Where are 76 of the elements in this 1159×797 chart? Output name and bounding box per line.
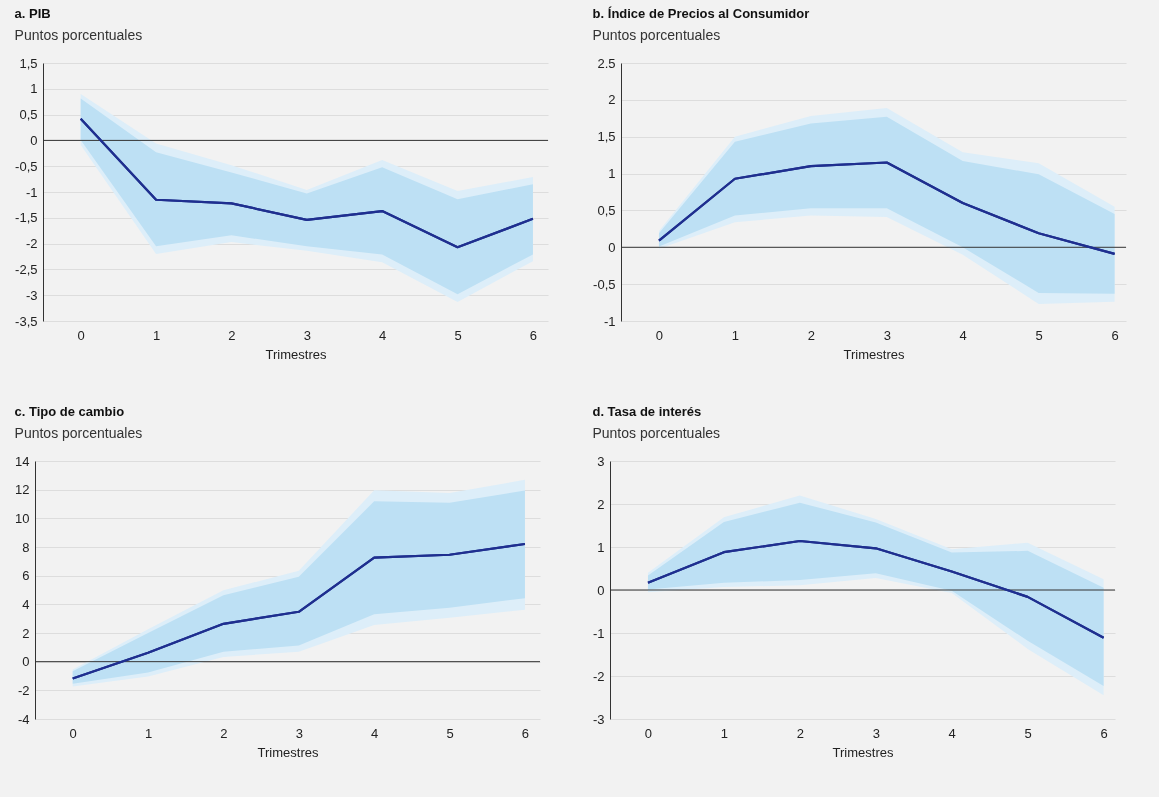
x-tick-label: 1	[152, 327, 161, 343]
y-tick-label: 12	[15, 482, 30, 498]
y-tick-label: 2	[597, 496, 605, 512]
y-tick-label: 8	[22, 539, 30, 555]
chart-title: d. Tasa de interés	[592, 404, 702, 419]
y-tick-label: 0	[30, 132, 38, 148]
x-tick-label: 5	[446, 725, 454, 741]
y-tick-label: 1	[30, 81, 38, 97]
x-tick-label: 4	[379, 327, 387, 343]
x-tick-label: 0	[644, 725, 653, 741]
y-tick-label: -3	[25, 287, 38, 303]
y-tick-label: 1	[608, 166, 616, 182]
y-axis-title: Puntos porcentuales	[14, 27, 143, 43]
x-tick-label: 2	[220, 725, 228, 741]
y-tick-label: 1,5	[597, 129, 616, 145]
x-tick-label: 3	[295, 725, 303, 741]
x-axis-title: Trimestres	[265, 346, 327, 362]
y-tick-label: -4	[17, 711, 30, 727]
x-tick-label: 3	[872, 725, 880, 741]
y-axis-title: Puntos porcentuales	[14, 425, 143, 441]
x-tick-label: 5	[1024, 725, 1032, 741]
x-axis-title: Trimestres	[832, 744, 894, 760]
x-tick-label: 6	[1111, 327, 1119, 343]
y-tick-label: 1,5	[19, 55, 38, 71]
y-tick-label: 6	[22, 568, 30, 584]
x-tick-label: 5	[1035, 327, 1043, 343]
x-tick-label: 6	[521, 725, 530, 741]
x-tick-label: 2	[228, 327, 236, 343]
x-tick-label: 2	[807, 327, 815, 343]
y-axis-title: Puntos porcentuales	[592, 425, 721, 441]
x-tick-label: 3	[303, 327, 311, 343]
y-tick-label: -2	[25, 236, 38, 252]
y-tick-label: -1,5	[15, 210, 38, 226]
x-tick-label: 5	[454, 327, 462, 343]
x-tick-label: 4	[959, 327, 967, 343]
y-tick-label: 2	[22, 625, 30, 641]
y-tick-label: -1	[603, 313, 616, 329]
x-tick-label: 0	[655, 327, 664, 343]
y-tick-label: -2,5	[15, 261, 38, 277]
y-tick-label: 0	[608, 239, 616, 255]
x-tick-label: 6	[1100, 725, 1108, 741]
y-tick-label: 2	[608, 92, 616, 108]
x-tick-label: 6	[529, 327, 538, 343]
y-tick-label: 4	[22, 596, 30, 612]
y-tick-label: 1	[597, 539, 605, 555]
y-tick-label: 2.5	[597, 55, 616, 71]
y-tick-label: -1	[25, 184, 38, 200]
x-tick-label: 1	[144, 725, 153, 741]
x-tick-label: 0	[77, 327, 85, 343]
y-tick-label: -1	[592, 625, 605, 641]
y-tick-label: -0,5	[593, 276, 616, 292]
y-axis-title: Puntos porcentuales	[592, 27, 721, 43]
y-tick-label: -2	[592, 668, 605, 684]
x-axis-title: Trimestres	[843, 346, 905, 362]
x-tick-label: 4	[948, 725, 956, 741]
x-tick-label: 0	[69, 725, 77, 741]
x-tick-label: 1	[720, 725, 729, 741]
y-tick-label: -0,5	[15, 158, 38, 174]
y-tick-label: 10	[15, 510, 30, 526]
y-tick-label: 0,5	[19, 107, 38, 123]
chart-title: b. Índice de Precios al Consumidor	[592, 6, 810, 21]
x-axis-title: Trimestres	[257, 744, 319, 760]
y-tick-label: 3	[597, 453, 605, 469]
chart-title: c. Tipo de cambio	[14, 404, 125, 419]
y-tick-label: 0	[597, 582, 605, 598]
x-tick-label: 2	[796, 725, 804, 741]
y-tick-label: 0	[22, 654, 30, 670]
y-tick-label: 0,5	[597, 202, 616, 218]
y-tick-label: -3,5	[15, 313, 38, 329]
x-tick-label: 1	[731, 327, 740, 343]
y-tick-label: 14	[15, 453, 30, 469]
chart-title: a. PIB	[14, 6, 51, 21]
y-tick-label: -3	[592, 711, 605, 727]
x-tick-label: 4	[371, 725, 379, 741]
x-tick-label: 3	[883, 327, 891, 343]
y-tick-label: -2	[17, 682, 30, 698]
